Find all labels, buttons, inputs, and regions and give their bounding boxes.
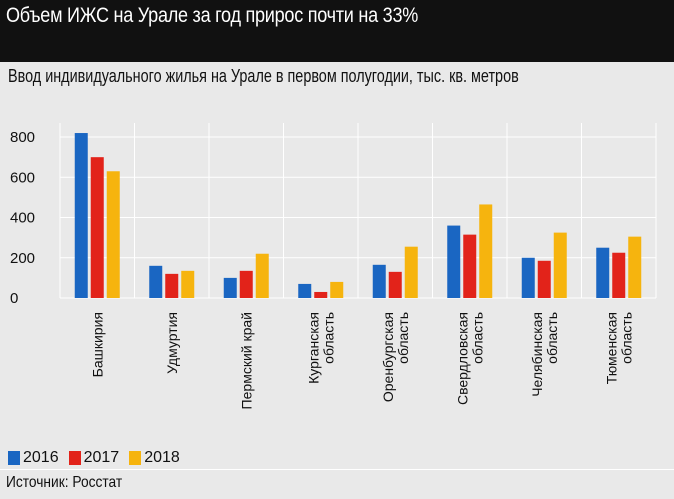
- bar-2016-cat-6: [521, 257, 535, 298]
- chart-title: Ввод индивидуального жилья на Урале в пе…: [8, 66, 519, 86]
- page-title: Объем ИЖС на Урале за год прирос почти н…: [6, 4, 419, 27]
- legend-label-2016: 2016: [23, 449, 59, 466]
- x-tick-label-line: область: [469, 312, 485, 364]
- footer-divider: [0, 469, 674, 470]
- x-tick-label-line: Оренбургская: [380, 312, 396, 402]
- legend-item-2016: 2016: [8, 449, 59, 467]
- source-note: Источник: Росстат: [6, 474, 123, 491]
- bar-2017-cat-6: [537, 260, 551, 298]
- legend-label-2017: 2017: [83, 449, 120, 466]
- bar-2016-cat-1: [149, 265, 163, 298]
- bar-2016-cat-5: [447, 225, 461, 298]
- x-tick-label-cat-0: Башкирия: [89, 312, 105, 377]
- y-tick-label-200: 200: [10, 250, 35, 267]
- bar-2017-cat-0: [90, 157, 104, 298]
- x-tick-label-line: Удмуртия: [164, 312, 180, 374]
- bar-2017-cat-2: [239, 270, 253, 298]
- x-tick-label-line: Тюменская: [603, 312, 619, 384]
- x-tick-label-cat-1: Удмуртия: [164, 312, 180, 374]
- bar-2017-cat-7: [612, 252, 626, 298]
- bar-2018-cat-1: [181, 270, 195, 298]
- legend-item-2017: 2017: [68, 449, 120, 467]
- x-tick-label-line: Челябинская: [529, 312, 545, 397]
- bar-2018-cat-4: [404, 246, 418, 298]
- x-tick-label-line: область: [618, 312, 634, 364]
- x-tick-label-line: Курганская: [305, 312, 321, 384]
- bar-2016-cat-2: [223, 277, 237, 298]
- x-tick-label-line: Свердловская: [454, 312, 470, 405]
- bar-2017-cat-5: [463, 234, 477, 298]
- legend-swatch-2017: [68, 451, 81, 465]
- bar-chart: 0 200 400 600 800 Башкирия Удмуртия Пермский кр…: [10, 123, 657, 409]
- x-tick-label-line: область: [320, 312, 336, 364]
- x-tick-label-line: Пермский край: [238, 312, 254, 409]
- header-bar: Объем ИЖС на Урале за год прирос почти н…: [0, 0, 674, 62]
- y-tick-label-600: 600: [10, 169, 35, 186]
- x-tick-label-cat-2: Пермский край: [238, 312, 254, 409]
- bar-2017-cat-4: [388, 271, 402, 298]
- bar-2018-cat-7: [628, 236, 642, 298]
- legend-swatch-2016: [8, 451, 20, 465]
- legend-item-2018: 2018: [129, 449, 180, 467]
- y-tick-label-0: 0: [10, 290, 18, 307]
- x-tick-label-cat-6: Челябинскаяобласть: [529, 312, 560, 397]
- x-tick-label-line: Башкирия: [89, 312, 105, 377]
- x-tick-label-line: область: [395, 312, 411, 364]
- x-tick-label-cat-3: Курганскаяобласть: [305, 312, 336, 384]
- bar-2018-cat-6: [553, 232, 567, 298]
- legend-label-2018: 2018: [144, 449, 180, 466]
- bar-2018-cat-2: [255, 253, 269, 298]
- x-tick-label-cat-4: Оренбургскаяобласть: [380, 312, 411, 402]
- bar-2018-cat-5: [479, 204, 493, 298]
- bar-2016-cat-0: [74, 133, 88, 298]
- bar-2018-cat-3: [330, 281, 344, 298]
- legend: 2016 2017 2018: [8, 449, 190, 467]
- bar-2016-cat-3: [298, 283, 312, 298]
- x-tick-label-cat-7: Тюменскаяобласть: [603, 312, 634, 384]
- x-tick-label-line: область: [544, 312, 560, 364]
- bar-2017-cat-3: [314, 291, 328, 298]
- legend-swatch-2018: [129, 451, 142, 465]
- y-tick-label-400: 400: [10, 210, 35, 227]
- x-tick-label-cat-5: Свердловскаяобласть: [454, 312, 485, 405]
- bar-2017-cat-1: [165, 273, 179, 298]
- y-tick-label-800: 800: [10, 129, 35, 146]
- bar-2018-cat-0: [106, 171, 120, 298]
- bar-2016-cat-4: [372, 264, 386, 298]
- bar-2016-cat-7: [596, 247, 610, 298]
